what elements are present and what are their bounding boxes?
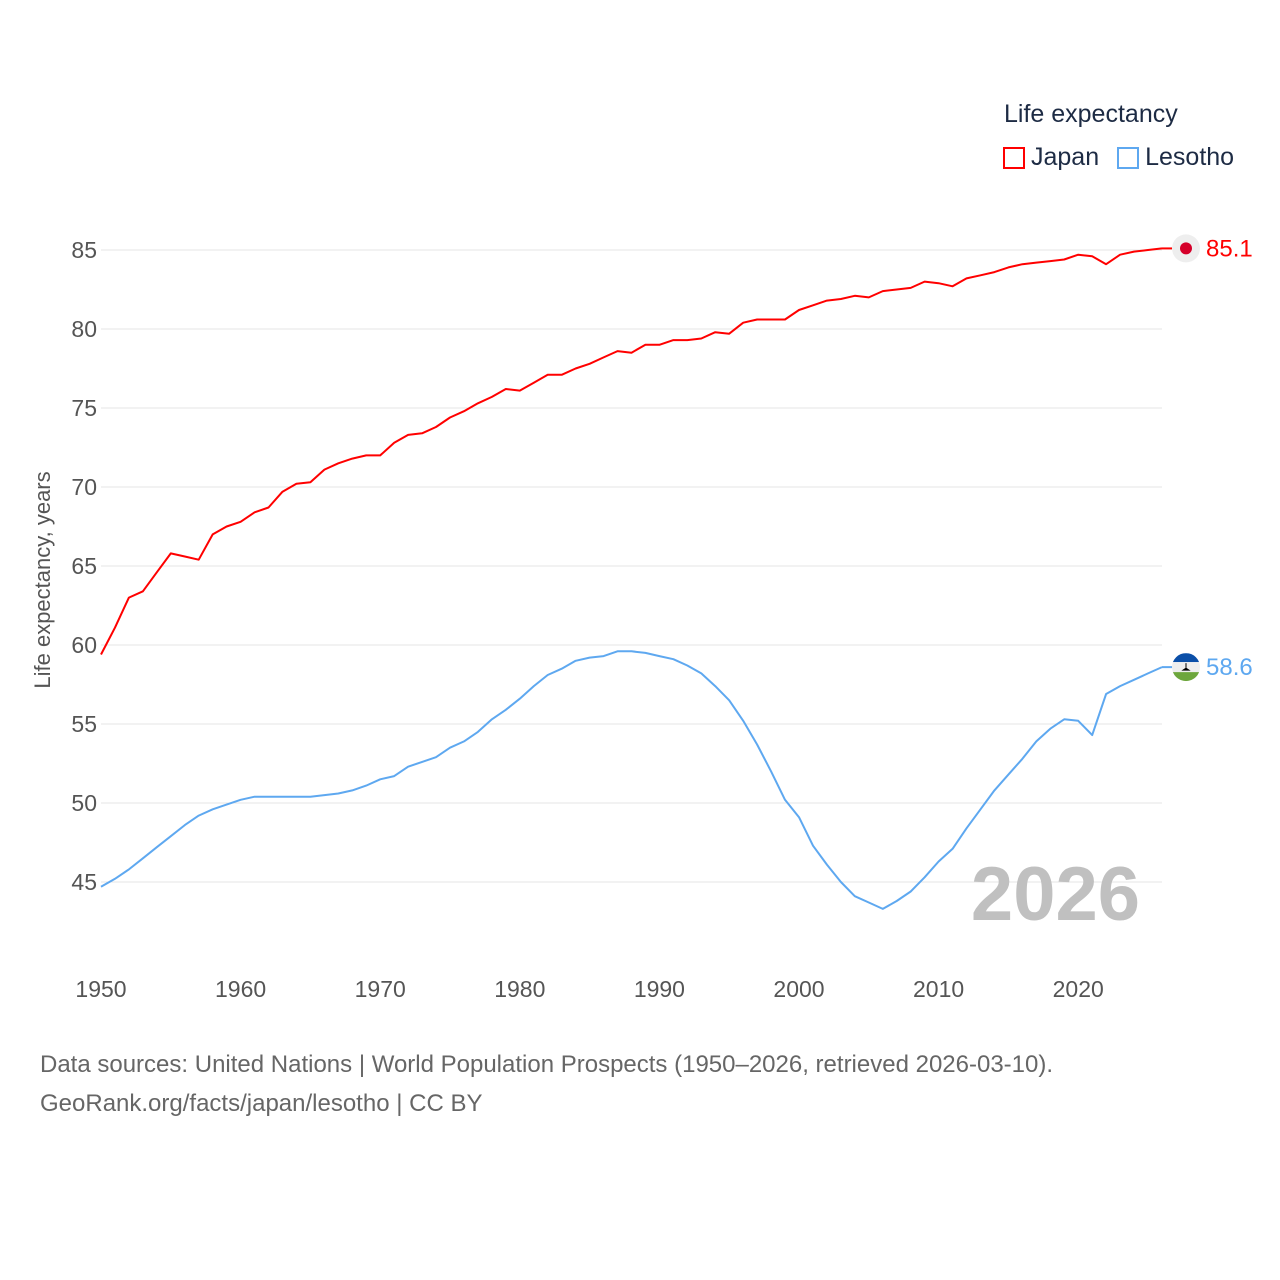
credit-line[interactable]: GeoRank.org/facts/japan/lesotho | CC BY — [40, 1090, 483, 1117]
source-note: Data sources: United Nations | World Pop… — [40, 1045, 1053, 1123]
end-value-label-japan: 85.1 — [1206, 235, 1253, 262]
x-tick-label: 1970 — [355, 976, 406, 1002]
y-tick-label: 65 — [71, 553, 97, 579]
y-tick-label: 80 — [71, 316, 97, 342]
flag-disc — [1180, 242, 1192, 255]
end-value-label-lesotho: 58.6 — [1206, 654, 1253, 681]
stripe-green — [1172, 672, 1200, 682]
lesotho-flag-icon — [1172, 653, 1200, 682]
japan-flag-icon — [1172, 234, 1200, 263]
x-tick-label: 1990 — [634, 976, 685, 1002]
legend: Japan Lesotho — [1003, 143, 1234, 172]
y-tick-label: 55 — [71, 711, 97, 737]
legend-swatch-lesotho — [1117, 146, 1140, 169]
hat-icon — [1181, 663, 1191, 671]
y-axis-label: Life expectancy, years — [30, 471, 55, 688]
x-tick-label: 2020 — [1053, 976, 1104, 1002]
source-line: Data sources: United Nations | World Pop… — [40, 1051, 1054, 1078]
series-lines — [100, 247, 1163, 910]
y-tick-label: 45 — [71, 869, 97, 895]
y-tick-label: 50 — [71, 790, 97, 816]
x-tick-label: 1980 — [494, 976, 545, 1002]
legend-item-lesotho[interactable]: Lesotho — [1117, 143, 1234, 172]
x-tick-label: 1960 — [215, 976, 266, 1002]
series-line-japan — [100, 247, 1163, 655]
y-tick-label: 85 — [71, 237, 97, 263]
end-markers: 85.1 58.6 — [1161, 234, 1253, 682]
legend-swatch-japan — [1003, 146, 1025, 169]
legend-label-lesotho: Lesotho — [1145, 143, 1235, 171]
legend-label-japan: Japan — [1031, 143, 1100, 171]
x-tick-label: 2010 — [913, 976, 964, 1002]
y-tick-label: 60 — [71, 632, 97, 658]
flag-stripes — [1172, 653, 1200, 682]
y-tick-label: 75 — [71, 395, 97, 421]
gridlines — [101, 249, 1162, 883]
y-axis-ticks: 45 50 55 60 65 70 75 80 85 — [71, 237, 97, 895]
legend-item-japan[interactable]: Japan — [1003, 143, 1099, 172]
x-axis-ticks: 1950 1960 1970 1980 1990 2000 2010 2020 — [75, 976, 1103, 1002]
x-tick-label: 2000 — [773, 976, 824, 1002]
legend-title: Life expectancy — [1004, 100, 1178, 128]
series-line-lesotho — [100, 650, 1163, 910]
stripe-blue — [1172, 653, 1200, 663]
y-tick-label: 70 — [71, 474, 97, 500]
x-tick-label: 1950 — [75, 976, 126, 1002]
current-year-label: 2026 — [971, 852, 1140, 937]
